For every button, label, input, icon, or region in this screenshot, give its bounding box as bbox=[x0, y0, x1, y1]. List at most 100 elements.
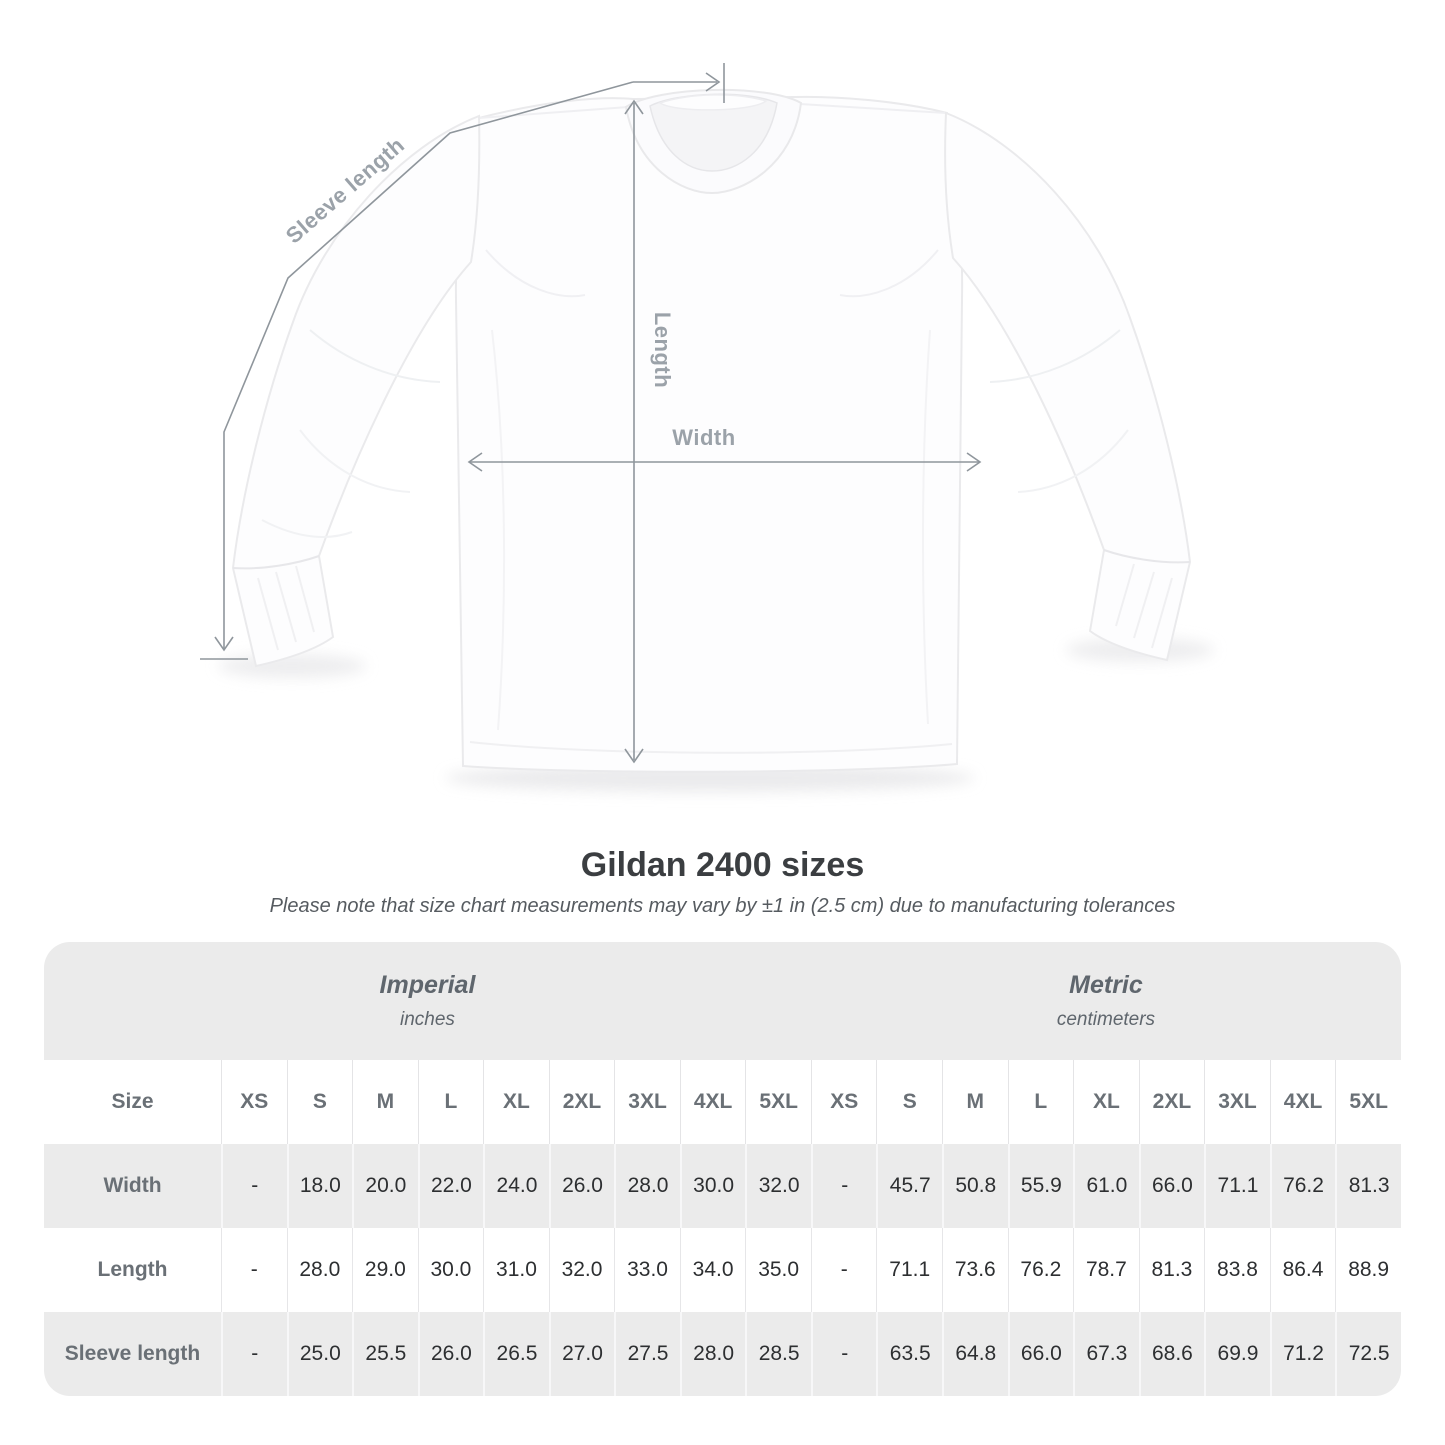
measurement-cell: 72.5 bbox=[1335, 1312, 1401, 1396]
size-col-header: M bbox=[352, 1060, 418, 1144]
measurement-annotations bbox=[200, 63, 982, 764]
row-label: Length bbox=[44, 1228, 221, 1312]
shirt-body bbox=[454, 95, 964, 773]
arrow-right-icon bbox=[705, 72, 721, 92]
measurement-cell: 32.0 bbox=[745, 1144, 811, 1228]
tolerance-note: Please note that size chart measurements… bbox=[269, 895, 1176, 917]
metric-group-label: Metric bbox=[1069, 971, 1143, 999]
page-title: Gildan 2400 sizes bbox=[580, 846, 865, 884]
measurement-cell: 27.0 bbox=[548, 1312, 615, 1396]
size-col-header: S bbox=[876, 1060, 943, 1144]
measurement-cell: 78.7 bbox=[1073, 1228, 1139, 1312]
measurement-cell: 34.0 bbox=[679, 1228, 746, 1312]
measurement-cell: - bbox=[810, 1228, 877, 1312]
measurement-cell: 32.0 bbox=[548, 1228, 615, 1312]
size-col-header: L bbox=[417, 1060, 484, 1144]
size-col-header: 3XL bbox=[614, 1060, 680, 1144]
metric-group-header: Metric centimeters bbox=[810, 942, 1401, 1060]
length-label: Length bbox=[650, 312, 675, 388]
size-col-header: S bbox=[286, 1060, 353, 1144]
table-row: Sleeve length -25.0 25.5 26.0 26.5 27.0 27.5 28… bbox=[44, 1312, 1401, 1396]
measurement-cell: 30.0 bbox=[679, 1144, 746, 1228]
measurement-cell: - bbox=[221, 1312, 287, 1396]
metric-group-unit: centimeters bbox=[1056, 1009, 1156, 1030]
measurement-cell: 31.0 bbox=[483, 1228, 549, 1312]
measurement-cell: - bbox=[221, 1228, 287, 1312]
arrow-right-icon bbox=[966, 452, 982, 472]
size-col-header: L bbox=[1007, 1060, 1074, 1144]
imperial-group-header: Imperial inches bbox=[44, 942, 811, 1060]
size-col-header: XL bbox=[1073, 1060, 1139, 1144]
measurement-cell: 20.0 bbox=[352, 1144, 418, 1228]
size-col-header: 4XL bbox=[679, 1060, 746, 1144]
arrow-down-icon bbox=[624, 748, 644, 764]
measurement-cell: 22.0 bbox=[417, 1144, 484, 1228]
measurement-cell: 26.0 bbox=[417, 1312, 484, 1396]
measurement-cell: - bbox=[810, 1312, 877, 1396]
measurement-cell: 18.0 bbox=[286, 1144, 353, 1228]
table-row: Width -18.0 20.0 22.0 24.0 26.0 28.0 30.0 32.0-4… bbox=[44, 1144, 1401, 1228]
measurement-cell: 30.0 bbox=[417, 1228, 484, 1312]
measurement-cell: 86.4 bbox=[1269, 1228, 1336, 1312]
measurement-cell: 63.5 bbox=[876, 1312, 943, 1396]
measurement-cell: 33.0 bbox=[614, 1228, 680, 1312]
measurement-cell: 24.0 bbox=[483, 1144, 549, 1228]
size-header: Size bbox=[44, 1060, 221, 1144]
measurement-cell: 68.6 bbox=[1138, 1312, 1205, 1396]
sleeve-length-line bbox=[223, 81, 634, 649]
measurement-cell: 71.2 bbox=[1269, 1312, 1336, 1396]
measurement-cell: 25.5 bbox=[352, 1312, 418, 1396]
measurement-cell: 81.3 bbox=[1335, 1144, 1401, 1228]
size-col-header: XS bbox=[810, 1060, 877, 1144]
row-label: Sleeve length bbox=[44, 1312, 221, 1396]
row-label: Width bbox=[44, 1144, 221, 1228]
imperial-group-unit: inches bbox=[400, 1009, 455, 1030]
measurement-cell: 88.9 bbox=[1335, 1228, 1401, 1312]
size-col-header: M bbox=[942, 1060, 1008, 1144]
measurement-cell: 71.1 bbox=[876, 1228, 943, 1312]
shirt-measurement-figure: Sleeve length Length Width bbox=[200, 63, 1214, 792]
arrow-down-icon bbox=[214, 636, 234, 652]
measurement-cell: 28.0 bbox=[614, 1144, 680, 1228]
shirt-collar bbox=[624, 88, 803, 195]
size-col-header: 2XL bbox=[548, 1060, 615, 1144]
size-col-header: XS bbox=[221, 1060, 287, 1144]
measurement-cell: 67.3 bbox=[1073, 1312, 1139, 1396]
imperial-group-label: Imperial bbox=[379, 971, 476, 999]
size-col-header: 4XL bbox=[1269, 1060, 1336, 1144]
arrow-up-icon bbox=[624, 99, 644, 115]
measurement-cell: 76.2 bbox=[1007, 1228, 1074, 1312]
measurement-cell: 71.1 bbox=[1204, 1144, 1270, 1228]
shirt-illustration: Sleeve length Length Width bbox=[200, 63, 1214, 792]
measurement-cell: 27.5 bbox=[614, 1312, 680, 1396]
measurement-cell: 73.6 bbox=[942, 1228, 1008, 1312]
measurement-cell: 61.0 bbox=[1073, 1144, 1139, 1228]
width-label: Width bbox=[672, 425, 735, 450]
size-table: Imperial inches Metric centimeters Size … bbox=[44, 942, 1401, 1396]
measurement-cell: 29.0 bbox=[352, 1228, 418, 1312]
size-col-header: 2XL bbox=[1138, 1060, 1205, 1144]
measurement-cell: 45.7 bbox=[876, 1144, 943, 1228]
shirt-right-sleeve bbox=[944, 111, 1192, 662]
arrow-left-icon bbox=[467, 452, 483, 472]
size-header-row: Size XS S M L XL 2XL 3XL 4XL 5XL XS S M L XL 2XL 3XL 4XL… bbox=[44, 1060, 1401, 1144]
size-col-header: XL bbox=[483, 1060, 549, 1144]
measurement-cell: - bbox=[810, 1144, 877, 1228]
measurement-cell: 26.5 bbox=[483, 1312, 549, 1396]
measurement-cell: 83.8 bbox=[1204, 1228, 1270, 1312]
measurement-cell: 35.0 bbox=[745, 1228, 811, 1312]
size-col-header: 5XL bbox=[1335, 1060, 1401, 1144]
size-chart-table: Imperial inches Metric centimeters Size … bbox=[44, 942, 1401, 1396]
table-row: Length -28.0 29.0 30.0 31.0 32.0 33.0 34.0 35.0-… bbox=[44, 1228, 1401, 1312]
size-col-header: 5XL bbox=[745, 1060, 811, 1144]
size-col-header: 3XL bbox=[1204, 1060, 1270, 1144]
measurement-cell: 76.2 bbox=[1269, 1144, 1336, 1228]
measurement-cell: 28.0 bbox=[679, 1312, 746, 1396]
shirt-left-sleeve bbox=[231, 114, 481, 668]
measurement-cell: 28.0 bbox=[286, 1228, 353, 1312]
unit-group-row: Imperial inches Metric centimeters bbox=[44, 942, 1401, 1060]
measurement-cell: - bbox=[221, 1144, 287, 1228]
measurement-cell: 28.5 bbox=[745, 1312, 811, 1396]
measurement-cell: 64.8 bbox=[942, 1312, 1008, 1396]
